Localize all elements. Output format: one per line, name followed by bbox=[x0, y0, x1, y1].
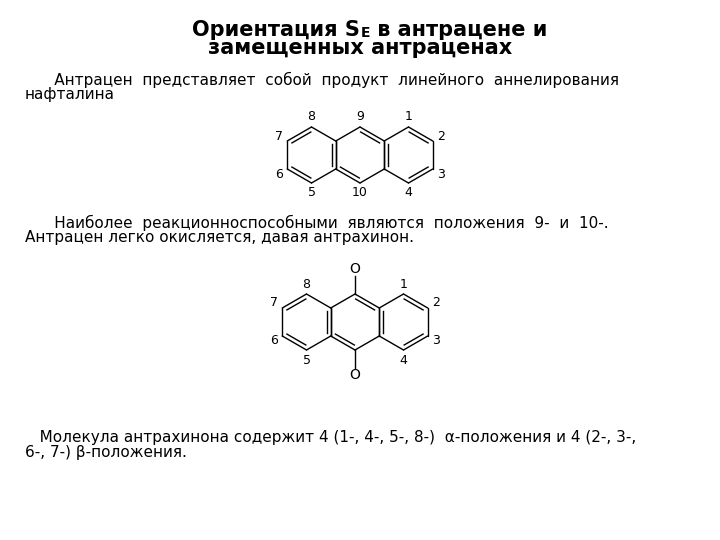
Text: 6: 6 bbox=[270, 334, 277, 348]
Text: 6: 6 bbox=[274, 167, 282, 180]
Text: 10: 10 bbox=[352, 186, 368, 199]
Text: Молекула антрахинона содержит 4 (1-, 4-, 5-, 8-)  α-положения и 4 (2-, 3-,: Молекула антрахинона содержит 4 (1-, 4-,… bbox=[25, 430, 636, 445]
Text: Антрацен  представляет  собой  продукт  линейного  аннелирования: Антрацен представляет собой продукт лине… bbox=[25, 72, 619, 88]
Text: 5: 5 bbox=[302, 354, 310, 367]
Text: 7: 7 bbox=[269, 296, 278, 309]
Text: 6-, 7-) β-положения.: 6-, 7-) β-положения. bbox=[25, 445, 187, 460]
Text: 3: 3 bbox=[438, 167, 446, 180]
Text: Ориентация S: Ориентация S bbox=[192, 20, 360, 40]
Text: 5: 5 bbox=[307, 186, 315, 199]
Text: 9: 9 bbox=[356, 111, 364, 124]
Text: 7: 7 bbox=[274, 130, 282, 143]
Text: 8: 8 bbox=[302, 278, 310, 291]
Text: 1: 1 bbox=[400, 278, 408, 291]
Text: замещенных антраценах: замещенных антраценах bbox=[208, 38, 512, 58]
Text: E: E bbox=[361, 26, 371, 40]
Text: Антрацен легко окисляется, давая антрахинон.: Антрацен легко окисляется, давая антрахи… bbox=[25, 230, 414, 245]
Text: 2: 2 bbox=[433, 296, 441, 309]
Text: 4: 4 bbox=[400, 354, 408, 367]
Text: 2: 2 bbox=[438, 130, 446, 143]
Text: 4: 4 bbox=[405, 186, 413, 199]
Text: 8: 8 bbox=[307, 111, 315, 124]
Text: Наиболее  реакционноспособными  являются  положения  9-  и  10-.: Наиболее реакционноспособными являются п… bbox=[25, 215, 608, 231]
Text: нафталина: нафталина bbox=[25, 87, 115, 102]
Text: 3: 3 bbox=[433, 334, 441, 348]
Text: 1: 1 bbox=[405, 111, 413, 124]
Text: O: O bbox=[350, 262, 361, 276]
Text: O: O bbox=[350, 368, 361, 382]
Text: в антрацене и: в антрацене и bbox=[370, 20, 547, 40]
